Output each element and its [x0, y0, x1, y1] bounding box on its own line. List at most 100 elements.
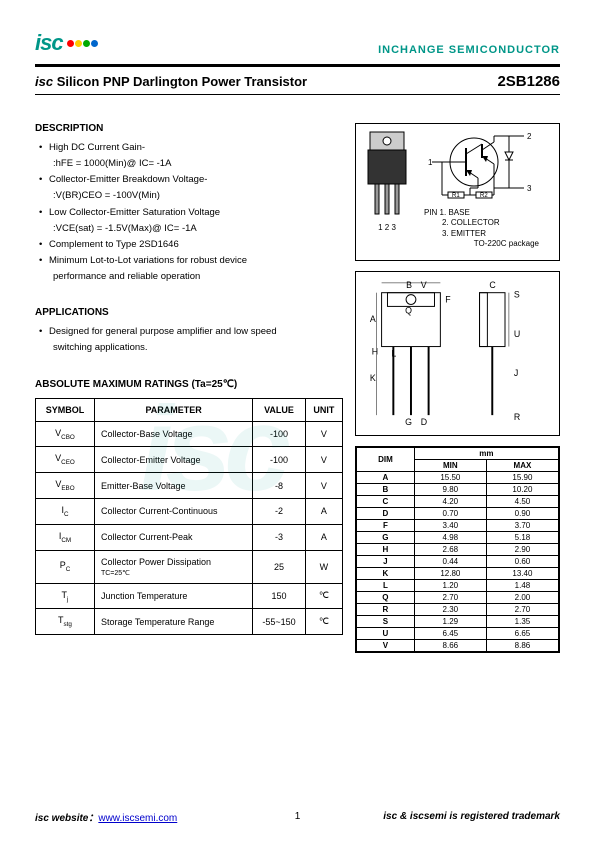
svg-text:R: R — [514, 412, 520, 422]
description-subline: :VCE(sat) = -1.5V(Max)@ IC= -1A — [39, 221, 343, 237]
divider-thin — [35, 94, 560, 95]
svg-text:C: C — [489, 280, 496, 290]
table-row: ICMCollector Current-Peak-3A — [36, 524, 343, 550]
symbol-cell: VCBO — [36, 421, 95, 447]
unit-cell: V — [305, 447, 342, 473]
dim-cell: 8.86 — [486, 640, 558, 652]
table-row: G4.985.18 — [357, 532, 559, 544]
logo-dot-1 — [67, 40, 74, 47]
dim-cell: 3.40 — [414, 520, 486, 532]
pin-label-2: 2. COLLECTOR — [424, 218, 539, 228]
dim-cell: F — [357, 520, 415, 532]
schematic-symbol: 1 2 3 — [424, 130, 539, 250]
dim-cell: 0.60 — [486, 556, 558, 568]
dim-cell: 2.90 — [486, 544, 558, 556]
logo-dot-3 — [83, 40, 90, 47]
description-item: Low Collector-Emitter Saturation Voltage — [39, 205, 343, 221]
footer-left-prefix: isc website： — [35, 813, 98, 824]
svg-text:A: A — [370, 314, 376, 324]
symbol-cell: Tstg — [36, 609, 95, 635]
dim-unit: mm — [414, 448, 558, 460]
ratings-header-cell: VALUE — [253, 398, 305, 421]
trademark-text: isc & iscsemi is registered trademark — [383, 811, 560, 822]
dim-cell: 2.30 — [414, 604, 486, 616]
table-row: VEBOEmitter-Base Voltage-8V — [36, 473, 343, 499]
svg-text:R1: R1 — [452, 193, 460, 199]
svg-text:B: B — [406, 280, 412, 290]
unit-cell: A — [305, 524, 342, 550]
dim-cell: 0.44 — [414, 556, 486, 568]
dim-cell: S — [357, 616, 415, 628]
part-number: 2SB1286 — [497, 73, 560, 90]
ratings-header-cell: UNIT — [305, 398, 342, 421]
dim-cell: 0.90 — [486, 508, 558, 520]
svg-text:K: K — [370, 373, 376, 383]
dim-cell: C — [357, 496, 415, 508]
dim-cell: 0.70 — [414, 508, 486, 520]
ratings-header-cell: SYMBOL — [36, 398, 95, 421]
description-item: Complement to Type 2SD1646 — [39, 237, 343, 253]
dim-cell: V — [357, 640, 415, 652]
table-row: D0.700.90 — [357, 508, 559, 520]
svg-text:D: D — [421, 417, 427, 427]
pin-numbers: 1 2 3 — [362, 223, 412, 232]
table-row: VCEOCollector-Emitter Voltage-100V — [36, 447, 343, 473]
svg-text:G: G — [405, 417, 412, 427]
main-content: DESCRIPTION High DC Current Gain-:hFE = … — [35, 123, 560, 653]
parameter-cell: Storage Temperature Range — [94, 609, 252, 635]
unit-cell: V — [305, 473, 342, 499]
title-main: Silicon PNP Darlington Power Transistor — [53, 74, 307, 89]
unit-cell: W — [305, 550, 342, 583]
dim-col-max: MAX — [486, 460, 558, 472]
table-row: L1.201.48 — [357, 580, 559, 592]
ratings-header-cell: PARAMETER — [94, 398, 252, 421]
unit-cell: A — [305, 498, 342, 524]
svg-text:3: 3 — [527, 184, 532, 193]
value-cell: -55~150 — [253, 609, 305, 635]
package-name: TO-220C package — [424, 239, 539, 249]
svg-text:1: 1 — [428, 158, 433, 167]
symbol-cell: IC — [36, 498, 95, 524]
title-row: isc Silicon PNP Darlington Power Transis… — [35, 69, 560, 94]
value-cell: -2 — [253, 498, 305, 524]
table-row: C4.204.50 — [357, 496, 559, 508]
svg-text:F: F — [445, 294, 451, 304]
svg-text:L: L — [391, 348, 396, 358]
symbol-cell: PC — [36, 550, 95, 583]
dim-cell: 4.98 — [414, 532, 486, 544]
product-title: isc Silicon PNP Darlington Power Transis… — [35, 74, 307, 89]
dim-cell: 6.65 — [486, 628, 558, 640]
dim-cell: 6.45 — [414, 628, 486, 640]
page-number: 1 — [295, 811, 301, 822]
dim-cell: 1.48 — [486, 580, 558, 592]
dimension-drawing: A K B V F L G D Q H S U J R C — [355, 271, 560, 436]
symbol-cell: ICM — [36, 524, 95, 550]
dim-cell: H — [357, 544, 415, 556]
table-row: VCBOCollector-Base Voltage-100V — [36, 421, 343, 447]
value-cell: 25 — [253, 550, 305, 583]
svg-text:J: J — [514, 368, 518, 378]
package-diagram: 1 2 3 1 2 — [355, 123, 560, 261]
svg-text:H: H — [372, 346, 378, 356]
logo-dot-2 — [75, 40, 82, 47]
pin-label-3: 3. EMITTER — [424, 229, 539, 239]
parameter-cell: Collector-Base Voltage — [94, 421, 252, 447]
unit-cell: ℃ — [305, 609, 342, 635]
parameter-cell: Collector Power DissipationTC=25℃ — [94, 550, 252, 583]
dim-cell: 2.70 — [486, 604, 558, 616]
applications-list: Designed for general purpose amplifier a… — [35, 324, 343, 356]
logo-text: isc — [35, 30, 63, 56]
website-link[interactable]: www.iscsemi.com — [98, 813, 177, 824]
pin-label-1: PIN 1. BASE — [424, 208, 539, 218]
table-row: V8.668.86 — [357, 640, 559, 652]
description-item: Minimum Lot-to-Lot variations for robust… — [39, 253, 343, 269]
dim-col-min: MIN — [414, 460, 486, 472]
value-cell: -3 — [253, 524, 305, 550]
company-name: INCHANGE SEMICONDUCTOR — [378, 44, 560, 56]
ratings-heading: ABSOLUTE MAXIMUM RATINGS (Ta=25℃) — [35, 379, 343, 390]
table-row: K12.8013.40 — [357, 568, 559, 580]
dim-cell: J — [357, 556, 415, 568]
dimension-table: DIMmm MINMAX A15.5015.90B9.8010.20C4.204… — [356, 447, 559, 652]
ratings-table: SYMBOLPARAMETERVALUEUNIT VCBOCollector-B… — [35, 398, 343, 636]
symbol-cell: VCEO — [36, 447, 95, 473]
